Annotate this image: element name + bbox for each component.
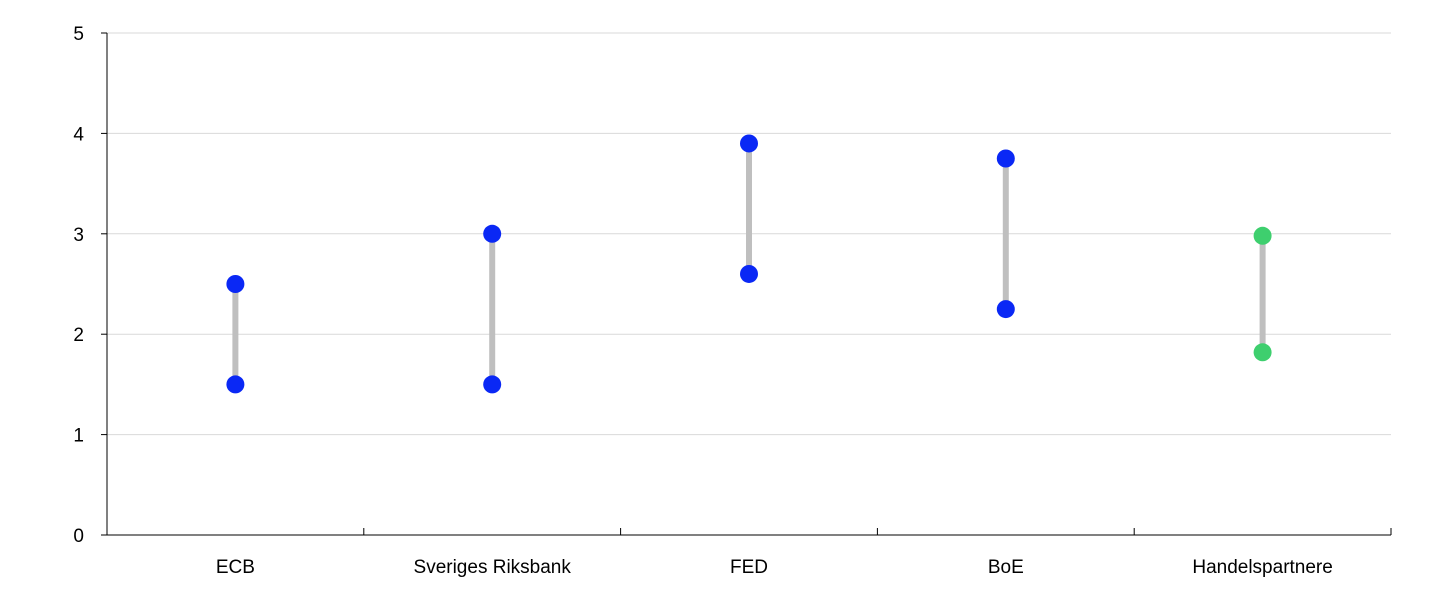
x-tick-label: Handelspartnere xyxy=(1192,557,1332,578)
high-point xyxy=(1253,226,1272,245)
x-tick-label: FED xyxy=(730,557,768,578)
y-tick-label: 0 xyxy=(73,526,84,547)
high-point xyxy=(226,275,245,293)
high-point xyxy=(483,224,502,243)
x-tick-label: BoE xyxy=(988,557,1024,578)
low-point xyxy=(1253,343,1272,362)
low-point xyxy=(996,300,1015,319)
high-point xyxy=(996,149,1015,168)
y-tick-label: 5 xyxy=(73,24,84,45)
high-point xyxy=(740,134,758,153)
x-axis-ticks: ECB Sveriges Riksbank FED BoE Handelspartner… xyxy=(106,528,1392,578)
low-point xyxy=(740,264,758,283)
x-tick-label: ECB xyxy=(216,557,255,578)
low-point xyxy=(226,375,245,394)
y-tick-label: 4 xyxy=(73,124,84,145)
axes xyxy=(106,33,1391,536)
y-tick-label: 2 xyxy=(73,325,84,346)
y-tick-label: 3 xyxy=(73,225,84,246)
low-point xyxy=(483,375,502,394)
range-lines xyxy=(232,143,1266,385)
x-tick-label: Sveriges Riksbank xyxy=(414,557,572,578)
data-points xyxy=(226,134,1272,394)
y-tick-label: 1 xyxy=(73,426,84,447)
y-axis-ticks: 0 1 2 3 4 5 xyxy=(73,24,107,547)
